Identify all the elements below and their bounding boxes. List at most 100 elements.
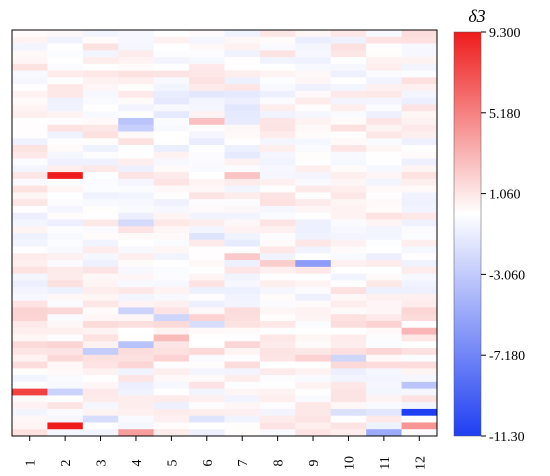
heatmap-cell — [153, 354, 190, 362]
heatmap-cell — [224, 314, 261, 322]
heatmap-cell — [47, 172, 84, 180]
heatmap-cell — [366, 260, 402, 268]
heatmap-cell — [153, 138, 190, 146]
heatmap-cell — [224, 246, 261, 254]
heatmap-cell — [259, 178, 296, 186]
heatmap-cell — [118, 429, 154, 437]
heatmap-cell — [224, 111, 261, 119]
heatmap-cell — [295, 199, 332, 207]
heatmap-cell — [401, 192, 438, 200]
heatmap-cell — [401, 158, 438, 166]
heatmap-cell — [366, 239, 402, 247]
heatmap-cell — [401, 124, 438, 132]
x-tick-label: 8 — [272, 460, 287, 467]
heatmap-cell — [295, 212, 332, 220]
heatmap-cell — [12, 192, 48, 200]
heatmap-cell — [295, 266, 332, 274]
heatmap-cell — [153, 273, 190, 281]
heatmap-cell — [224, 368, 261, 376]
heatmap-cell — [118, 341, 154, 349]
heatmap-cell — [82, 57, 119, 65]
heatmap-cell — [118, 63, 154, 71]
heatmap-cell — [118, 124, 154, 132]
heatmap-cell — [366, 293, 402, 301]
heatmap-cell — [224, 104, 261, 112]
heatmap-cell — [47, 205, 84, 213]
heatmap-cell — [401, 395, 438, 403]
heatmap-cell — [295, 43, 332, 51]
heatmap-cell — [47, 415, 84, 423]
heatmap-cell — [153, 233, 190, 241]
x-tick-label: 5 — [165, 460, 180, 467]
heatmap-cell — [47, 239, 84, 247]
heatmap-cell — [224, 233, 261, 241]
heatmap-cell — [401, 408, 438, 416]
heatmap-cell — [12, 253, 48, 261]
heatmap-cell — [259, 226, 296, 234]
heatmap-cell — [189, 287, 225, 295]
heatmap-cell — [401, 280, 438, 288]
heatmap-cell — [12, 111, 48, 119]
heatmap-cell — [259, 239, 296, 247]
heatmap-cell — [47, 90, 84, 98]
heatmap-cell — [259, 300, 296, 308]
heatmap-cell — [153, 77, 190, 85]
heatmap-cell — [224, 97, 261, 105]
heatmap-cell — [189, 104, 225, 112]
heatmap-cell — [12, 293, 48, 301]
heatmap-cell — [401, 239, 438, 247]
heatmap-cell — [189, 348, 225, 356]
heatmap-cell — [47, 219, 84, 227]
heatmap-cell — [153, 63, 190, 71]
heatmap-cell — [366, 97, 402, 105]
heatmap-cell — [401, 260, 438, 268]
heatmap-cell — [12, 307, 48, 315]
heatmap-cell — [366, 84, 402, 92]
heatmap-cell — [118, 361, 154, 369]
heatmap-cell — [47, 57, 84, 65]
heatmap-cell — [366, 145, 402, 153]
heatmap-cell — [366, 165, 402, 173]
heatmap-cell — [401, 77, 438, 85]
heatmap-cell — [366, 205, 402, 213]
heatmap-cell — [153, 253, 190, 261]
heatmap-cell — [189, 233, 225, 241]
heatmap-cell — [401, 226, 438, 234]
heatmap-cell — [153, 266, 190, 274]
heatmap-cell — [118, 233, 154, 241]
heatmap-cell — [47, 138, 84, 146]
heatmap-cell — [189, 226, 225, 234]
heatmap-cell — [12, 348, 48, 356]
heatmap-cell — [259, 172, 296, 180]
heatmap-cell — [47, 375, 84, 383]
heatmap-cell — [330, 90, 367, 98]
heatmap-cell — [366, 341, 402, 349]
heatmap-cell — [189, 293, 225, 301]
heatmap-cell — [12, 77, 48, 85]
heatmap-cell — [224, 348, 261, 356]
heatmap-cell — [401, 219, 438, 227]
heatmap-cell — [366, 199, 402, 207]
heatmap-cell — [153, 151, 190, 159]
heatmap-cell — [366, 307, 402, 315]
heatmap-cell — [330, 199, 367, 207]
heatmap-cell — [366, 408, 402, 416]
heatmap-cell — [401, 334, 438, 342]
heatmap-cell — [259, 273, 296, 281]
heatmap-cell — [401, 172, 438, 180]
heatmap-cell — [295, 388, 332, 396]
heatmap-cell — [12, 104, 48, 112]
heatmap-cell — [224, 287, 261, 295]
heatmap-cell — [401, 348, 438, 356]
heatmap-cell — [189, 239, 225, 247]
heatmap-cell — [259, 77, 296, 85]
heatmap-cell — [366, 361, 402, 369]
heatmap-cell — [153, 402, 190, 410]
heatmap-cell — [366, 178, 402, 186]
heatmap-cell — [12, 408, 48, 416]
heatmap-cell — [189, 280, 225, 288]
heatmap-cell — [153, 172, 190, 180]
heatmap-cell — [295, 307, 332, 315]
heatmap-cell — [224, 388, 261, 396]
heatmap-cell — [189, 212, 225, 220]
